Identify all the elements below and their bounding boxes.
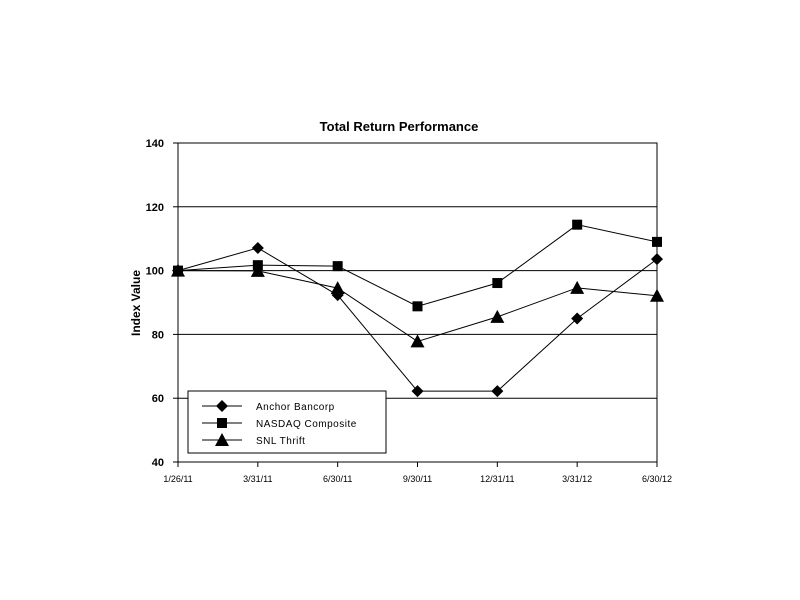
chart-title: Total Return Performance (320, 119, 479, 134)
legend-marker (215, 433, 229, 446)
legend-label: Anchor Bancorp (256, 402, 335, 413)
data-point (251, 241, 264, 254)
x-tick-label: 3/31/12 (562, 474, 592, 484)
data-point (651, 253, 663, 266)
y-tick-label: 100 (146, 266, 164, 278)
x-tick-label: 6/30/12 (642, 474, 672, 484)
x-tick-label: 3/31/11 (243, 474, 272, 484)
data-point (330, 281, 345, 295)
data-point (171, 263, 185, 277)
legend-label: NASDAQ Composite (256, 419, 357, 430)
data-point (571, 312, 584, 325)
series-line (177, 247, 658, 392)
data-point (491, 385, 504, 398)
x-tick-label: 9/30/11 (403, 474, 432, 484)
data-point (412, 301, 423, 312)
series-line (177, 224, 658, 307)
legend-label: SNL Thrift (256, 436, 305, 447)
x-tick-label: 6/30/11 (323, 474, 352, 484)
data-point (570, 280, 585, 294)
data-point (250, 263, 265, 277)
y-axis-label: Index Value (129, 270, 143, 336)
data-point (332, 261, 343, 272)
series-snl-thrift (171, 263, 664, 348)
y-tick-label: 80 (152, 329, 164, 341)
data-point (652, 236, 662, 247)
legend-marker (216, 400, 228, 412)
data-point (410, 334, 425, 348)
data-point (650, 288, 664, 302)
data-point (492, 278, 503, 289)
data-point (411, 385, 424, 398)
legend-item-snl-thrift: SNL Thrift (202, 433, 305, 447)
plot-area: 40 60 80 100 120 140 1/26/11 3/31/11 6/30/11 9/30… (146, 138, 672, 484)
series-anchor-bancorp (172, 241, 663, 398)
legend-item-nasdaq-composite: NASDAQ Composite (202, 418, 357, 430)
y-tick-label: 60 (152, 393, 164, 405)
legend-item-anchor-bancorp: Anchor Bancorp (202, 400, 335, 413)
x-tick-label: 12/31/11 (480, 474, 514, 484)
y-tick-label: 40 (152, 457, 164, 469)
legend: Anchor Bancorp NASDAQ Composite SNL Thrift (187, 390, 387, 454)
legend-marker (217, 418, 227, 428)
x-tick-label: 1/26/11 (163, 474, 192, 484)
y-tick-label: 140 (146, 138, 164, 150)
y-tick-label: 120 (146, 202, 164, 214)
data-point (572, 219, 583, 230)
series-nasdaq-composite (173, 219, 662, 312)
data-point (490, 309, 505, 323)
